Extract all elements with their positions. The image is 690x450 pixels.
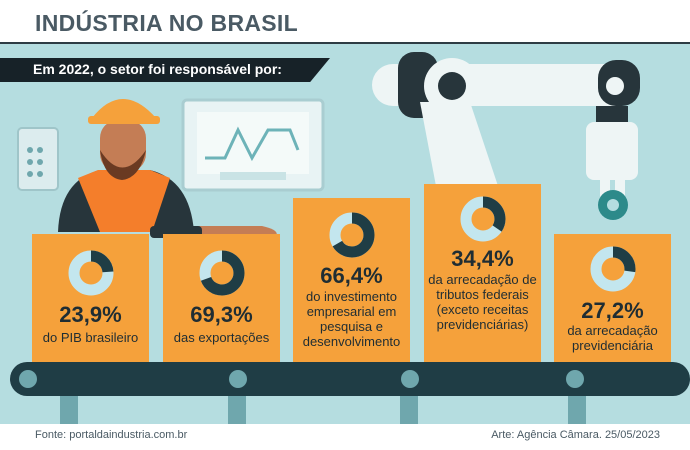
stat-description: da arrecadação de tributos federais (exc… [428,272,537,332]
stat-description: da arrecadação previdenciária [567,323,658,353]
stat-value: 34,4% [451,246,514,271]
stat-value: 23,9% [59,302,122,327]
donut-slice [68,250,114,296]
credit-note: Arte: Agência Câmara. 25/05/2023 [491,429,660,441]
stat-value: 27,2% [581,298,644,323]
donut-slice [329,212,375,258]
page-title: INDÚSTRIA NO BRASIL [35,10,298,36]
donut-slice [590,246,636,292]
stat-description: das exportações [173,330,270,345]
stat-description: do investimento empresarial em pesquisa … [302,289,401,349]
donut-chart-0 [68,250,114,296]
stat-card-exports: 69,3% das exportações [163,234,280,362]
donut-chart-2 [329,212,375,258]
industry-illustration [10,52,690,424]
donut-chart-1 [199,250,245,296]
worker-illustration [58,99,277,238]
source-note: Fonte: portaldaindustria.com.br [35,429,188,441]
stat-card-rd: 66,4% do investimento empresarial em pes… [293,198,410,362]
stat-card-social-security: 27,2% da arrecadação previdenciária [554,234,671,362]
donut-slice [460,196,506,242]
subtitle-text: Em 2022, o setor foi responsável por: [33,61,282,77]
title-divider [0,42,690,44]
monitor-icon [181,98,325,192]
stat-description: do PIB brasileiro [42,330,139,345]
stat-value: 66,4% [320,263,383,288]
conveyor-belt [10,362,690,424]
stat-card-tax: 34,4% da arrecadação de tributos federai… [424,184,541,362]
donut-slice [199,250,245,296]
stat-card-pib: 23,9% do PIB brasileiro [32,234,149,362]
control-panel-icon [17,127,59,191]
robot-arm-icon [372,52,640,220]
donut-chart-3 [460,196,506,242]
subtitle-ribbon [0,58,330,82]
stat-value: 69,3% [190,302,253,327]
donut-chart-4 [590,246,636,292]
